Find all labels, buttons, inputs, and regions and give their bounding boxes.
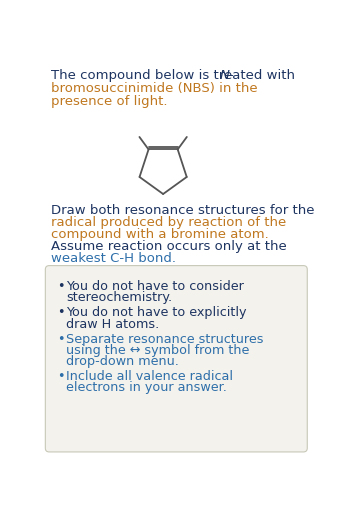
Text: compound with a bromine atom.: compound with a bromine atom. — [51, 228, 269, 241]
Text: Assume reaction occurs only at the: Assume reaction occurs only at the — [51, 240, 287, 253]
Text: electrons in your answer.: electrons in your answer. — [66, 381, 227, 394]
Text: •: • — [57, 370, 64, 383]
Text: presence of light.: presence of light. — [51, 95, 167, 108]
Text: radical produced by reaction of the: radical produced by reaction of the — [51, 216, 286, 229]
Text: Separate resonance structures: Separate resonance structures — [66, 332, 264, 346]
Text: drop-down menu.: drop-down menu. — [66, 355, 179, 368]
Text: Include all valence radical: Include all valence radical — [66, 370, 233, 383]
Text: The compound below is treated with: The compound below is treated with — [51, 69, 299, 82]
FancyBboxPatch shape — [45, 266, 307, 452]
Text: weakest C-H bond.: weakest C-H bond. — [51, 252, 176, 265]
Text: draw H atoms.: draw H atoms. — [66, 318, 160, 330]
Text: Draw both resonance structures for the: Draw both resonance structures for the — [51, 204, 314, 217]
Text: using the ↔ symbol from the: using the ↔ symbol from the — [66, 344, 250, 357]
Text: You do not have to explicitly: You do not have to explicitly — [66, 306, 247, 320]
Text: You do not have to consider: You do not have to consider — [66, 280, 244, 293]
Text: stereochemistry.: stereochemistry. — [66, 291, 172, 304]
Text: •: • — [57, 280, 64, 293]
Text: bromosuccinimide (NBS) in the: bromosuccinimide (NBS) in the — [51, 83, 257, 95]
Text: •: • — [57, 332, 64, 346]
Text: •: • — [57, 306, 64, 320]
Text: N-: N- — [220, 69, 234, 82]
